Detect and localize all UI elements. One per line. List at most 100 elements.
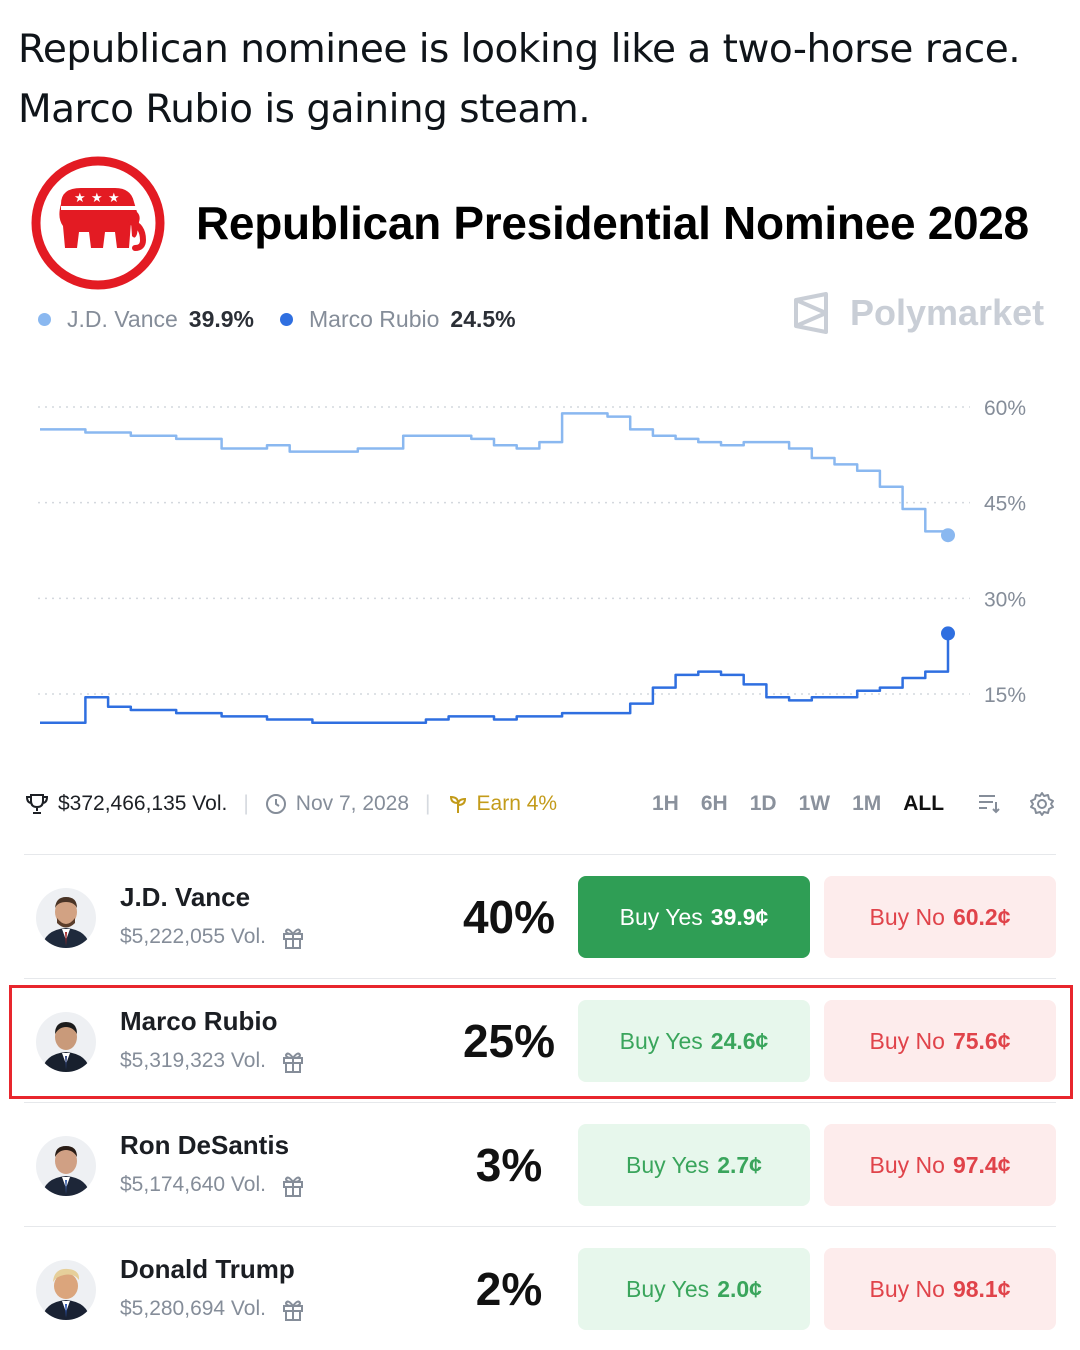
legend-name: Marco Rubio xyxy=(309,306,440,332)
gift-icon[interactable] xyxy=(280,1172,306,1198)
buy-yes-button[interactable]: Buy Yes 2.7¢ xyxy=(578,1124,810,1206)
y-tick-label: 15% xyxy=(984,684,1026,707)
price-chart: 60% 45% 30% 15% xyxy=(38,397,1026,724)
buy-no-label: Buy No xyxy=(869,1027,945,1054)
filter-list-icon[interactable] xyxy=(976,790,1002,816)
sprout-icon xyxy=(449,795,466,813)
buy-yes-price: 2.7¢ xyxy=(717,1151,762,1178)
market-volume-text: $372,466,135 Vol. xyxy=(58,792,228,815)
buy-yes-button[interactable]: Buy Yes 2.0¢ xyxy=(578,1248,810,1330)
avatar xyxy=(36,888,96,948)
buy-no-button[interactable]: Buy No 98.1¢ xyxy=(824,1248,1056,1330)
legend-item-vance: J.D. Vance 39.9% xyxy=(38,306,254,333)
buy-no-label: Buy No xyxy=(869,1151,945,1178)
market-date-text: Nov 7, 2028 xyxy=(295,792,410,815)
buy-no-price: 75.6¢ xyxy=(952,1027,1011,1054)
market-date: Nov 7, 2028 xyxy=(265,792,409,816)
candidate-row-vance[interactable]: J.D. Vance $5,222,055 Vol. 40% Buy Yes 39… xyxy=(24,862,1056,962)
gift-icon[interactable] xyxy=(280,1048,306,1074)
candidate-volume-text: $5,280,694 Vol. xyxy=(120,1297,266,1320)
candidate-probability: 25% xyxy=(462,1015,556,1067)
candidate-volume: $5,174,640 Vol. xyxy=(120,1172,306,1198)
row-divider xyxy=(24,978,1056,979)
polymarket-logo-icon xyxy=(794,292,828,334)
market-volume: $372,466,135 Vol. xyxy=(24,791,227,817)
buy-no-price: 60.2¢ xyxy=(952,903,1011,930)
settings-gear-icon[interactable] xyxy=(1028,790,1056,818)
buy-yes-button[interactable]: Buy Yes 24.6¢ xyxy=(578,1000,810,1082)
buy-no-price: 97.4¢ xyxy=(952,1151,1011,1178)
svg-text:★: ★ xyxy=(108,191,120,206)
series-line-marco-rubio xyxy=(40,633,950,724)
buy-yes-label: Buy Yes xyxy=(626,1275,710,1302)
range-all[interactable]: ALL xyxy=(903,792,945,815)
candidate-volume: $5,280,694 Vol. xyxy=(120,1296,306,1322)
range-1h[interactable]: 1H xyxy=(652,792,679,815)
candidate-name: Marco Rubio xyxy=(120,1006,278,1036)
chart-legend: J.D. Vance 39.9% Marco Rubio 24.5% xyxy=(38,306,542,333)
candidate-name: J.D. Vance xyxy=(120,882,251,912)
polymarket-brand: Polymarket xyxy=(792,292,1044,334)
candidate-row-trump[interactable]: Donald Trump $5,280,694 Vol. 2% Buy Yes 2… xyxy=(24,1234,1056,1334)
candidate-name: Donald Trump xyxy=(120,1254,295,1284)
range-1d[interactable]: 1D xyxy=(749,792,777,815)
brand-name: Polymarket xyxy=(850,292,1045,333)
gop-elephant-logo: ★ ★ ★ xyxy=(31,156,165,290)
buy-yes-price: 39.9¢ xyxy=(710,903,769,930)
range-1m[interactable]: 1M xyxy=(852,792,882,815)
buy-yes-label: Buy Yes xyxy=(626,1151,710,1178)
gift-icon[interactable] xyxy=(280,924,306,950)
candidate-volume: $5,222,055 Vol. xyxy=(120,924,306,950)
earn-text: Earn 4% xyxy=(476,792,558,815)
series-endpoint xyxy=(941,528,955,543)
toolbar-divider: | xyxy=(243,792,249,815)
y-tick-label: 60% xyxy=(984,397,1026,420)
avatar xyxy=(36,1260,96,1320)
svg-text:★: ★ xyxy=(91,191,103,206)
section-divider xyxy=(24,854,1056,855)
legend-item-rubio: Marco Rubio 24.5% xyxy=(280,306,516,333)
candidate-probability: 2% xyxy=(475,1263,543,1315)
chart-toolbar: $372,466,135 Vol. | Nov 7, 2028 | Earn 4… xyxy=(24,788,1064,820)
buy-no-price: 98.1¢ xyxy=(952,1275,1011,1302)
buy-yes-button[interactable]: Buy Yes 39.9¢ xyxy=(578,876,810,958)
range-6h[interactable]: 6H xyxy=(700,792,728,815)
candidate-volume: $5,319,323 Vol. xyxy=(120,1048,306,1074)
buy-yes-label: Buy Yes xyxy=(619,903,703,930)
avatar xyxy=(36,1136,96,1196)
earn-badge[interactable]: Earn 4% xyxy=(447,792,558,816)
market-title: Republican Presidential Nominee 2028 xyxy=(196,197,1029,249)
buy-yes-label: Buy Yes xyxy=(619,1027,703,1054)
y-tick-label: 30% xyxy=(984,588,1026,611)
legend-name: J.D. Vance xyxy=(67,306,178,332)
range-1w[interactable]: 1W xyxy=(798,792,831,815)
legend-value: 39.9% xyxy=(188,306,255,332)
series-line-j-d-vance xyxy=(40,412,950,536)
candidate-row-rubio[interactable]: Marco Rubio $5,319,323 Vol. 25% Buy Yes 2… xyxy=(24,986,1056,1086)
legend-dot-rubio xyxy=(280,313,294,326)
series-endpoint xyxy=(941,626,955,641)
buy-no-button[interactable]: Buy No 75.6¢ xyxy=(824,1000,1056,1082)
highlight-box xyxy=(9,985,1073,1099)
buy-no-button[interactable]: Buy No 97.4¢ xyxy=(824,1124,1056,1206)
candidate-probability: 3% xyxy=(475,1139,543,1191)
buy-no-label: Buy No xyxy=(869,903,945,930)
candidate-volume-text: $5,222,055 Vol. xyxy=(120,925,266,948)
row-divider xyxy=(24,1226,1056,1227)
row-divider xyxy=(24,1102,1056,1103)
buy-no-label: Buy No xyxy=(869,1275,945,1302)
avatar xyxy=(36,1012,96,1072)
buy-no-button[interactable]: Buy No 60.2¢ xyxy=(824,876,1056,958)
time-range-selector: 1H 6H 1D 1W 1M ALL xyxy=(652,788,966,820)
candidate-row-desantis[interactable]: Ron DeSantis $5,174,640 Vol. 3% Buy Yes 2… xyxy=(24,1110,1056,1210)
svg-text:★: ★ xyxy=(74,191,86,206)
candidate-volume-text: $5,174,640 Vol. xyxy=(120,1173,266,1196)
gift-icon[interactable] xyxy=(280,1296,306,1322)
trophy-icon xyxy=(25,794,49,814)
candidate-name: Ron DeSantis xyxy=(120,1130,290,1160)
clock-icon xyxy=(265,794,286,814)
legend-value: 24.5% xyxy=(450,306,516,332)
candidate-probability: 40% xyxy=(462,891,556,943)
buy-yes-price: 24.6¢ xyxy=(710,1027,769,1054)
y-tick-label: 45% xyxy=(984,493,1026,516)
